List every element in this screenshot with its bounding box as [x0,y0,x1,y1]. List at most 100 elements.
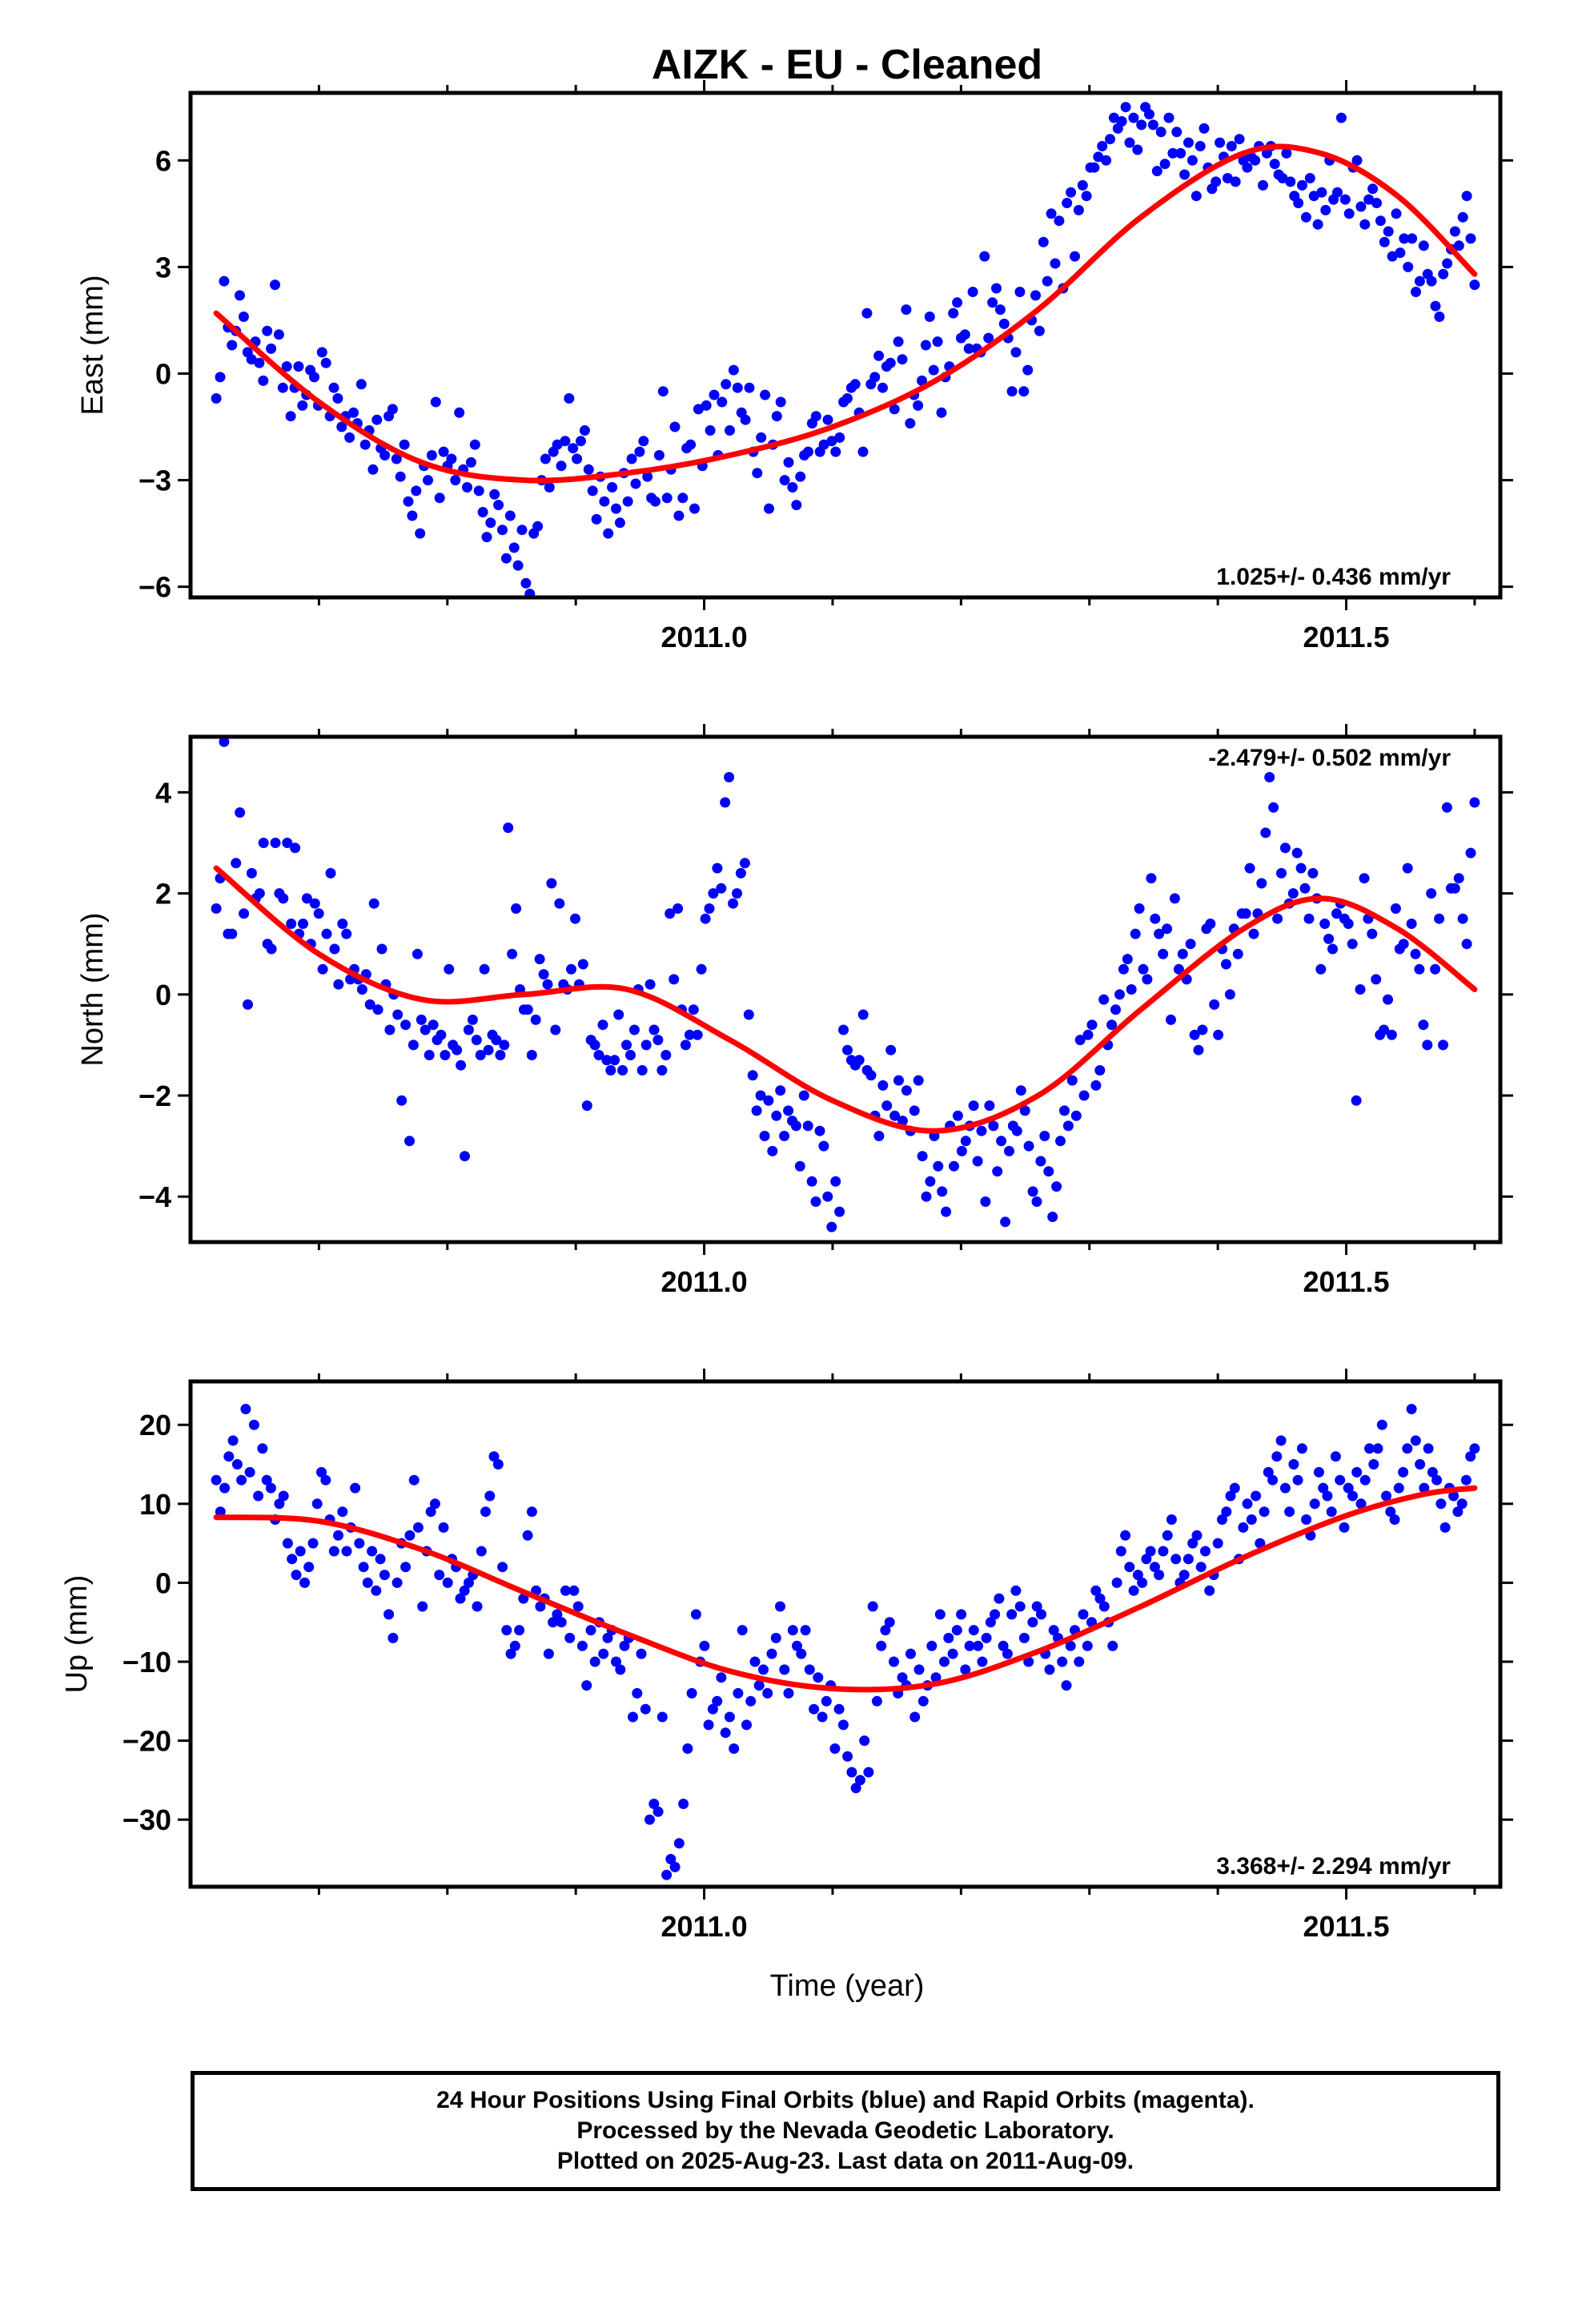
data-point [994,304,1006,316]
data-point [1319,919,1331,929]
data-point [507,948,518,959]
data-point [1030,290,1041,301]
data-point [1255,1538,1266,1549]
data-point [477,507,488,517]
data-point [1418,1019,1429,1031]
data-point [699,1640,710,1651]
data-point [420,1024,431,1035]
data-point [739,858,750,869]
data-point [611,1656,621,1667]
data-point [1074,1035,1086,1046]
data-point [1347,939,1358,950]
data-point [1089,162,1100,173]
data-point [909,1711,921,1723]
data-point [1118,963,1129,975]
data-point [644,979,656,990]
data-point [753,1680,765,1691]
data-point [779,1131,790,1141]
data-point [227,1435,239,1446]
data-point [556,460,567,472]
data-point [861,308,873,319]
data-point [274,1498,285,1510]
data-point [262,325,273,336]
data-point [984,1100,995,1112]
data-point [696,963,707,975]
data-point [665,908,676,919]
data-point [1296,1443,1307,1454]
data-point [1276,867,1287,879]
data-point [282,1538,293,1549]
data-point [287,1554,298,1565]
data-point [332,393,343,404]
data-point [617,1065,628,1076]
data-point [1124,137,1135,148]
data-point [328,1546,339,1557]
data-points [211,102,1480,597]
data-point [303,1562,315,1573]
data-point [752,468,763,479]
data-point [362,1577,373,1588]
data-point [1108,112,1119,123]
data-point [661,493,673,504]
data-point [426,450,437,460]
data-point [1343,919,1354,929]
data-point [516,525,528,536]
data-point [1438,268,1449,279]
data-point [721,379,732,390]
data-point [737,1625,748,1636]
data-point [1027,1617,1038,1628]
data-point [1250,155,1261,166]
data-point [990,1609,1001,1620]
data-point [423,475,433,486]
data-point [505,1648,516,1659]
data-point [320,1474,331,1486]
data-point [948,308,959,319]
data-point [829,1743,841,1754]
data-point [1351,1466,1363,1478]
y-axis-label: North (mm) [76,912,110,1066]
data-point [1147,119,1158,131]
data-point [677,493,689,504]
data-point [246,354,257,365]
data-point [1434,913,1445,924]
data-point [640,1039,652,1051]
y-tick-label: −3 [139,464,171,497]
data-point [532,521,544,532]
data-point [484,1490,496,1502]
data-point [817,1711,828,1723]
data-point [570,913,580,924]
data-point [1279,842,1291,854]
data-point [1082,1029,1094,1040]
data-point [1221,1506,1232,1518]
data-point [1128,1585,1139,1596]
data-point [1414,275,1425,287]
data-point [998,1640,1009,1651]
data-point [313,908,324,919]
data-point [988,1120,999,1132]
data-point [556,1617,567,1628]
caption-line-3: Plotted on 2025-Aug-23. Last data on 201… [556,2148,1134,2174]
caption-box: 24 Hour Positions Using Final Orbits (bl… [191,2071,1500,2191]
data-point [411,485,422,497]
data-point [960,1136,971,1147]
data-point [1460,1474,1472,1486]
data-point [1323,933,1335,944]
data-point [1171,127,1182,138]
data-point [328,382,339,393]
data-point [661,1050,672,1060]
data-point [818,439,829,450]
data-point [337,1506,348,1518]
data-point [889,1110,901,1121]
data-point [231,858,242,869]
data-point [1211,176,1222,187]
data-point [605,1065,616,1076]
data-point [1120,1530,1131,1541]
data-point [656,1711,668,1723]
data-point [873,350,885,361]
up-panel: 2011.0 2011.5 −30 −20 −10 0 10 20 Up (mm) 3.368+/… [60,1369,1513,1943]
data-point [428,1019,439,1031]
data-point [933,1160,944,1172]
data-point [337,919,348,929]
data-point [871,1695,882,1707]
data-point [483,1044,494,1055]
